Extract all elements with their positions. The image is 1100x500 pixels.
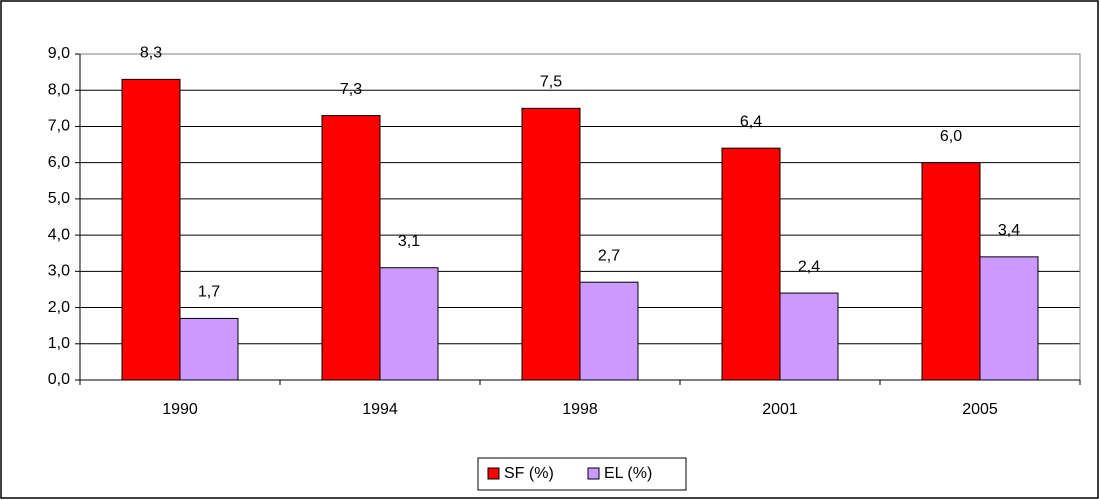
value-label: 3,1 — [398, 233, 420, 250]
value-label: 3,4 — [998, 222, 1020, 239]
legend-label: SF (%) — [504, 465, 554, 482]
bar — [121, 78, 181, 381]
y-tick-label: 1,0 — [48, 335, 70, 352]
x-tick-label: 1998 — [562, 401, 598, 418]
x-tick-label: 1990 — [162, 401, 198, 418]
x-tick-label: 2005 — [962, 401, 998, 418]
bar — [179, 317, 239, 381]
value-label: 6,4 — [740, 113, 762, 130]
value-label: 7,5 — [540, 74, 562, 91]
y-tick-label: 2,0 — [48, 299, 70, 316]
legend-swatch — [487, 467, 500, 480]
bar — [579, 281, 639, 381]
y-tick-label: 6,0 — [48, 154, 70, 171]
value-label: 6,0 — [940, 128, 962, 145]
value-label: 2,4 — [798, 258, 820, 275]
value-label: 2,7 — [598, 247, 620, 264]
bar — [721, 147, 781, 381]
x-tick-label: 1994 — [362, 401, 398, 418]
bar — [321, 115, 381, 381]
legend-swatch — [587, 467, 600, 480]
y-tick-label: 8,0 — [48, 81, 70, 98]
y-tick-label: 5,0 — [48, 190, 70, 207]
legend-box — [477, 457, 687, 491]
y-tick-label: 0,0 — [48, 371, 70, 388]
value-label: 7,3 — [340, 81, 362, 98]
legend-label: EL (%) — [604, 465, 652, 482]
y-tick-label: 4,0 — [48, 226, 70, 243]
y-tick-label: 3,0 — [48, 263, 70, 280]
value-label: 1,7 — [198, 284, 220, 301]
bar — [521, 107, 581, 381]
value-label: 8,3 — [140, 45, 162, 62]
y-tick-label: 9,0 — [48, 45, 70, 62]
bar — [979, 256, 1039, 381]
y-tick-label: 7,0 — [48, 118, 70, 135]
bar — [921, 162, 981, 381]
x-tick-label: 2001 — [762, 401, 798, 418]
bar — [379, 267, 439, 381]
bar — [779, 292, 839, 381]
